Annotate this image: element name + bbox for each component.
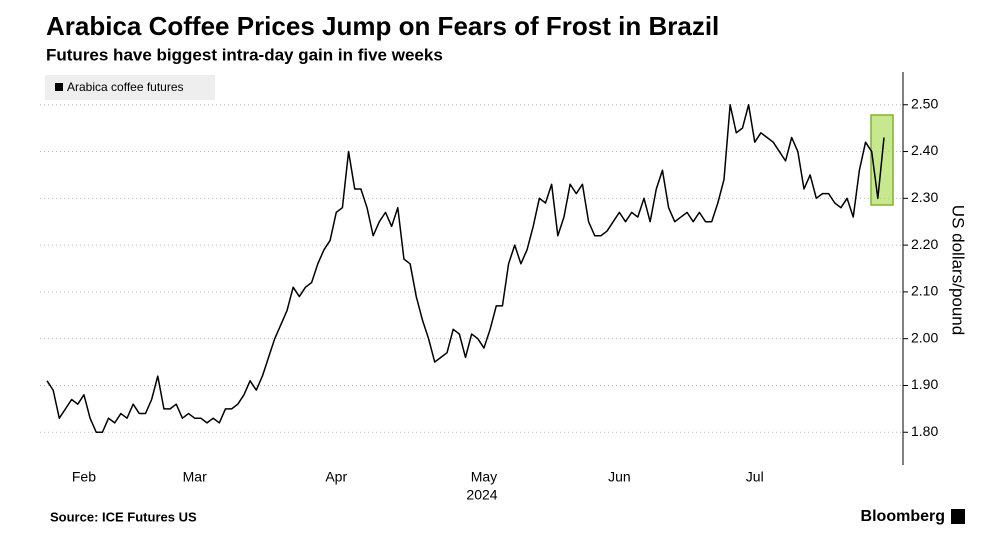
y-tick-label: 1.80 [911, 423, 938, 439]
y-tick-label: 2.10 [911, 283, 938, 299]
x-tick-label: Jul [746, 469, 764, 485]
legend-box [45, 75, 215, 100]
legend-swatch [55, 83, 63, 91]
brand-icon [951, 509, 965, 524]
legend-label: Arabica coffee futures [67, 80, 184, 94]
x-tick-label: Mar [183, 469, 207, 485]
year-label: 2024 [466, 487, 497, 503]
x-tick-label: Feb [72, 469, 96, 485]
y-tick-label: 2.30 [911, 189, 938, 205]
source: Source: ICE Futures US [50, 509, 197, 524]
x-tick-label: May [471, 469, 497, 485]
y-tick-label: 2.50 [911, 95, 938, 111]
chart-title: Arabica Coffee Prices Jump on Fears of F… [46, 11, 719, 41]
chart-subtitle: Futures have biggest intra-day gain in f… [46, 45, 443, 64]
data-line [46, 104, 885, 433]
y-tick-label: 1.90 [911, 376, 938, 392]
y-tick-label: 2.00 [911, 329, 938, 345]
y-tick-label: 2.40 [911, 142, 938, 158]
x-tick-label: Apr [325, 469, 347, 485]
y-axis-label: US dollars/pound [949, 205, 968, 335]
y-tick-label: 2.20 [911, 236, 938, 252]
x-tick-label: Jun [608, 469, 631, 485]
brand: Bloomberg [861, 508, 945, 525]
